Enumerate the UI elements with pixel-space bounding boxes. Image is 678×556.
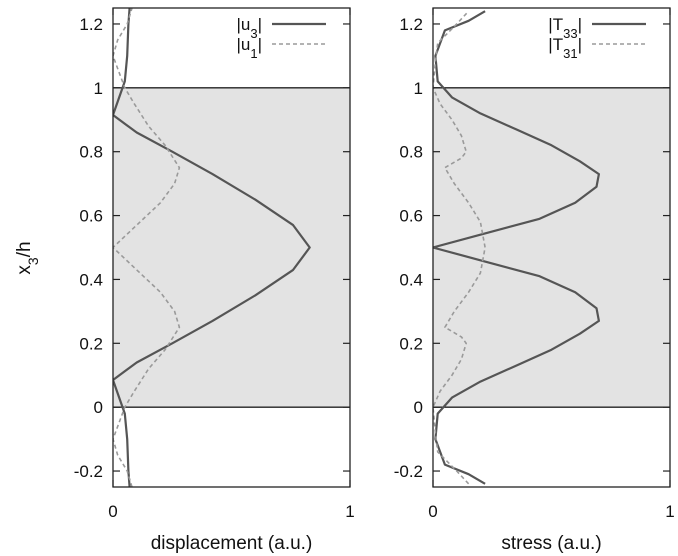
y-axis-title-text: x3/h (14, 241, 41, 274)
legend-label-subscript: 33 (563, 26, 577, 41)
y-tick-label: 0.8 (79, 143, 103, 162)
y-tick-label: 0.6 (399, 207, 423, 226)
series-line-0 (113, 8, 311, 487)
y-tick-label: 0 (414, 398, 423, 417)
legend-label-base: |u (236, 15, 250, 34)
curves (433, 10, 601, 485)
x-tick-label: 1 (345, 502, 354, 521)
x-tick-label: 0 (428, 502, 437, 521)
shaded-band (433, 87, 670, 408)
y-tick-label: 0 (94, 398, 103, 417)
y-axis-title-subscript: 3 (25, 257, 41, 265)
y-tick-label: 0.4 (399, 270, 423, 289)
legend-label-subscript: 31 (563, 46, 577, 61)
legend-label-base: |u (236, 35, 250, 54)
y-tick-label: 1.2 (399, 15, 423, 34)
legend-label-0: |T33| (548, 15, 582, 41)
legend: |T33||T31| (548, 15, 646, 61)
legend-label-1: |T31| (548, 35, 582, 61)
y-tick-label: 0.8 (399, 143, 423, 162)
plot-frame (112, 7, 351, 488)
legend-label-1: |u1| (236, 35, 262, 61)
legend-label-subscript: 3 (250, 26, 257, 41)
y-tick-label: 1.2 (79, 15, 103, 34)
y-tick-label: 0.2 (399, 334, 423, 353)
y-tick-label: 0.4 (79, 270, 103, 289)
legend-label-close: | (258, 35, 262, 54)
legend-label-close: | (578, 15, 582, 34)
y-tick-label: -0.2 (74, 462, 103, 481)
y-axis-title: x3/h (14, 241, 41, 274)
series-line-1 (433, 10, 486, 485)
y-tick-label: 1 (414, 79, 423, 98)
series-line-1 (113, 8, 181, 487)
legend-label-close: | (258, 15, 262, 34)
y-tick-label: 0.6 (79, 207, 103, 226)
curves (113, 8, 311, 487)
y-tick-label: 0.2 (79, 334, 103, 353)
series-line-0 (433, 10, 601, 485)
stress-panel: -0.2 0 0.2 0.4 0.6 0.8 1 1.2 0 1 stress (a.u.) |T33… (394, 7, 675, 554)
legend-label-0: |u3| (236, 15, 262, 41)
legend-label-subscript: 1 (250, 46, 257, 61)
displacement-panel: -0.2 0 0.2 0.4 0.6 0.8 1 1.2 0 1 displacement (a.u… (74, 7, 355, 554)
y-tick-label: -0.2 (394, 462, 423, 481)
y-tick-label: 1 (94, 79, 103, 98)
x-axis-title: stress (a.u.) (501, 533, 601, 554)
legend-label-base: |T (548, 35, 563, 54)
x-tick-label: 0 (108, 502, 117, 521)
legend-label-close: | (578, 35, 582, 54)
plot-frame (432, 7, 671, 488)
x-tick-label: 1 (665, 502, 674, 521)
x-axis-title: displacement (a.u.) (151, 533, 313, 554)
legend-label-base: |T (548, 15, 563, 34)
legend: |u3||u1| (236, 15, 326, 61)
shaded-band (113, 87, 350, 408)
